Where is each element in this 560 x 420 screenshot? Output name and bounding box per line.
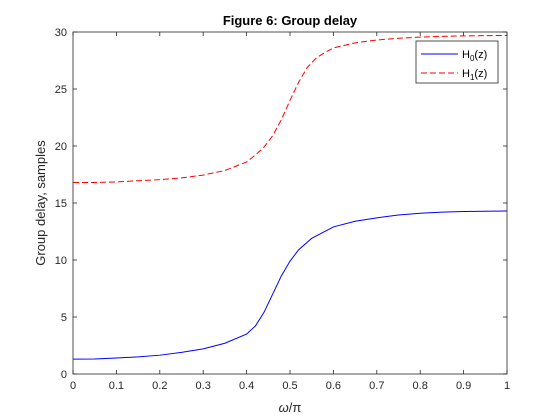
x-tick-label: 0.5 — [282, 380, 297, 392]
x-tick-label: 0.7 — [369, 380, 384, 392]
x-tick-label: 0.1 — [109, 380, 124, 392]
legend-box — [415, 40, 499, 84]
y-tick-label: 10 — [55, 255, 67, 267]
y-axis-label: Group delay, samples — [33, 140, 48, 266]
y-ticks: 0 5 10 15 20 25 30 — [55, 27, 507, 381]
x-tick-label: 0.9 — [456, 380, 471, 392]
y-tick-label: 30 — [55, 27, 67, 39]
series-line-1 — [73, 34, 508, 183]
y-tick-label: 25 — [55, 84, 67, 96]
x-axis-label-rest: /π — [289, 400, 302, 415]
x-axis-label-symbol: ω — [279, 400, 289, 415]
x-tick-label: 0 — [70, 380, 76, 392]
legend-label-h0: H0(z) — [462, 49, 487, 63]
x-tick-label: 0.2 — [152, 380, 167, 392]
x-ticks: 0 0.1 0.2 0.3 0.4 0.5 0.6 0.7 0.8 0.9 1 — [70, 32, 510, 392]
chart-title: Figure 6: Group delay — [223, 13, 358, 28]
y-tick-label: 0 — [61, 369, 67, 381]
x-tick-label: 1 — [504, 380, 510, 392]
x-axis-label: ω/π — [279, 400, 302, 415]
y-tick-label: 20 — [55, 141, 67, 153]
series-line-0 — [72, 210, 508, 360]
legend: H0(z) H1(z) — [415, 40, 499, 84]
x-tick-label: 0.3 — [196, 380, 211, 392]
x-tick-label: 0.6 — [326, 380, 341, 392]
y-tick-label: 5 — [61, 312, 67, 324]
legend-label-h1: H1(z) — [462, 68, 487, 82]
x-tick-label: 0.8 — [413, 380, 428, 392]
series-layer — [72, 34, 508, 360]
y-tick-label: 15 — [55, 198, 67, 210]
plot-area — [73, 32, 507, 374]
x-tick-label: 0.4 — [239, 380, 254, 392]
